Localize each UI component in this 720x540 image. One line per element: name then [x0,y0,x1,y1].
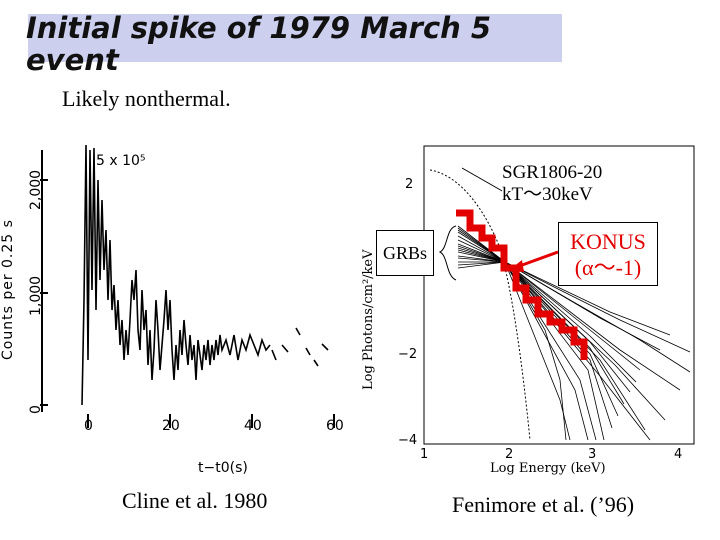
left-xtick-label-0: 0 [84,418,93,434]
right-xtick-label-2: 2 [505,447,513,462]
right-ytick-label-m2: −2 [398,347,417,362]
right-ytick-label-m4: −4 [398,433,417,448]
right-xtick-label-1: 1 [420,447,428,462]
right-plot-frame [423,145,695,445]
sgr-label-name: SGR1806-20 [502,162,603,183]
left-xtick-label-40: 40 [244,418,262,434]
right-xtick-label-3: 3 [588,447,596,462]
konus-label: KONUS (α～-1) [558,222,658,286]
right-y-label: Log Photons/cm²/keV [361,249,376,390]
konus-arrow-head [508,260,524,272]
left-y-label: Counts per 0.25 s [0,219,16,360]
left-xtick-label-20: 20 [162,418,180,434]
sgr-label-temperature: kT～30keV [502,184,593,205]
caption-left: Cline et al. 1980 [122,488,268,513]
right-x-label: Log Energy (keV) [490,461,606,476]
sgr-label: SGR1806-20 kT～30keV [502,162,603,206]
left-xtick-label-60: 60 [326,418,344,434]
grb-label: GRBs [376,230,434,276]
light-curve-tail [271,327,329,367]
grb-bracket [438,225,457,281]
right-ytick-label-2: 2 [405,177,413,192]
left-x-label: t−t0(s) [198,460,248,476]
left-ytick-label-0: 0 [28,405,44,414]
right-xtick-label-4: 4 [674,447,682,462]
left-ytick-label-2000: 2,000 [28,170,44,210]
left-light-curve-plot: 2,000 1,000 0 Counts per 0.25 s 5 x 10⁵ … [0,144,344,476]
slide-title: Initial spike of 1979 March 5 event [26,11,492,77]
sgr-arrow [461,167,505,193]
konus-label-alpha: (α～-1) [574,255,642,280]
slide-subtitle: Likely nonthermal. [62,86,231,111]
konus-spectrum [456,209,588,360]
caption-right: Fenimore et al. (’96) [452,492,635,517]
peak-annotation: 5 x 10⁵ [96,153,146,169]
left-ytick-label-1000: 1,000 [28,276,44,316]
sgr-thermal-curve [429,169,531,441]
light-curve [81,144,271,406]
konus-label-name: KONUS [570,229,646,254]
title-background [28,14,562,62]
